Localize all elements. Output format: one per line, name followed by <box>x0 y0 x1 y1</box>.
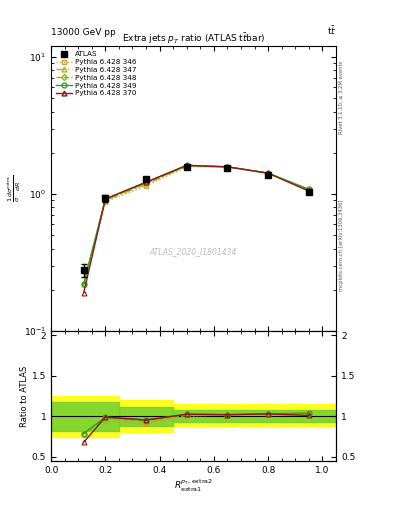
X-axis label: $R_{\mathrm{extra1}}^{p_T,\mathrm{extra2}}$: $R_{\mathrm{extra1}}^{p_T,\mathrm{extra2… <box>174 477 213 494</box>
Text: 13000 GeV pp: 13000 GeV pp <box>51 28 116 37</box>
Y-axis label: $\frac{1}{\sigma}\frac{d\sigma^{\mathrm{extra}}}{dR}$: $\frac{1}{\sigma}\frac{d\sigma^{\mathrm{… <box>5 175 22 202</box>
Text: mcplots.cern.ch [arXiv:1306.3436]: mcplots.cern.ch [arXiv:1306.3436] <box>339 200 344 291</box>
Y-axis label: Ratio to ATLAS: Ratio to ATLAS <box>20 366 29 426</box>
Legend: ATLAS, Pythia 6.428 346, Pythia 6.428 347, Pythia 6.428 348, Pythia 6.428 349, P: ATLAS, Pythia 6.428 346, Pythia 6.428 34… <box>55 50 138 98</box>
Text: Rivet 3.1.10, ≥ 3.2M events: Rivet 3.1.10, ≥ 3.2M events <box>339 61 344 134</box>
Text: ATLAS_2020_I1801434: ATLAS_2020_I1801434 <box>150 247 237 256</box>
Text: t$\bar{t}$: t$\bar{t}$ <box>327 24 336 37</box>
Title: Extra jets $p_T$ ratio (ATLAS t$\bar{t}$bar): Extra jets $p_T$ ratio (ATLAS t$\bar{t}$… <box>122 31 265 46</box>
